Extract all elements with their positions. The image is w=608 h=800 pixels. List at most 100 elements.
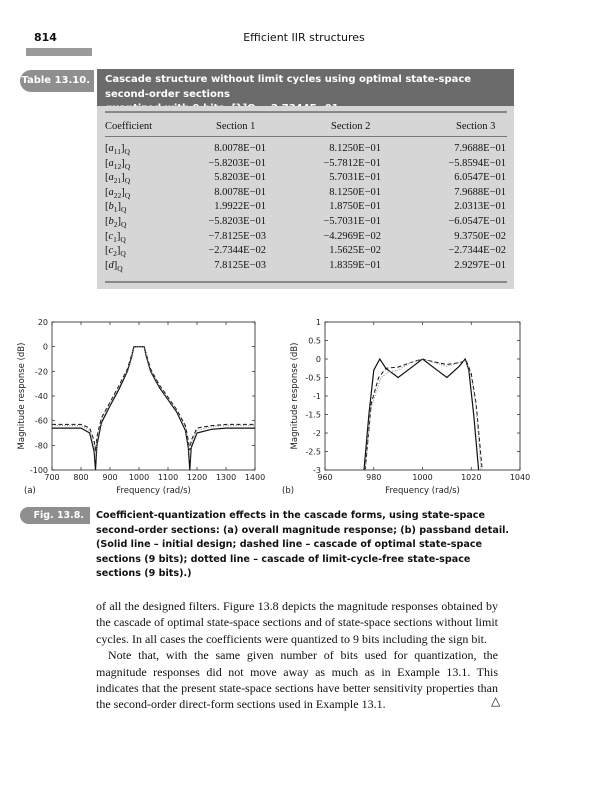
coef-q: Q <box>120 249 126 259</box>
coef-symbol: c <box>108 230 114 242</box>
x-tick-label: 1040 <box>510 473 530 482</box>
running-title: Efficient IIR structures <box>243 31 365 44</box>
coef-symbol: c <box>108 245 114 257</box>
y-tick-label: -2.5 <box>305 448 321 457</box>
coef-symbol: b <box>108 216 114 227</box>
y-tick-label: -2 <box>313 429 321 438</box>
y-tick-label: -80 <box>35 441 48 450</box>
table-cell-section-1: 7.8125E−03 <box>214 259 266 271</box>
table-cell-section-1: 8.0078E−01 <box>214 143 266 154</box>
table-top-rule <box>105 111 507 113</box>
y-tick-label: -3 <box>313 466 321 475</box>
table-cell-section-3: −5.8594E−01 <box>448 157 506 169</box>
coef-q: Q <box>124 176 131 186</box>
y-tick-label: -100 <box>30 466 48 475</box>
coef-q: Q <box>124 147 130 157</box>
series-line-dashed <box>52 346 255 452</box>
x-tick-label: 1000 <box>129 473 149 482</box>
chart-b-passband-detail: 960 980 1000 1020 1040 -3 -2.5 -2 -1.5 -1 -0.5 0 0.5… <box>282 318 530 496</box>
series-line-dotted <box>52 346 255 461</box>
x-tick-label: 1200 <box>187 473 207 482</box>
coefficient-name: c1Q <box>105 231 126 244</box>
table-caption: Cascade structure without limit cycles u… <box>97 69 514 114</box>
x-tick-label: 1100 <box>158 473 178 482</box>
coefficient-name: b1Q <box>105 201 127 214</box>
panel-label: (a) <box>24 486 36 496</box>
x-tick-label: 980 <box>366 473 381 482</box>
y-tick-label: -60 <box>35 417 48 426</box>
coef-symbol: a <box>108 157 114 169</box>
y-tick-label: -20 <box>35 367 48 376</box>
coef-index: 2 <box>113 249 117 259</box>
table-cell-section-1: 8.0078E−01 <box>214 186 266 198</box>
series-line-solid <box>52 346 255 470</box>
coef-q: Q <box>120 234 126 244</box>
table-cell-section-3: 2.0313E−01 <box>454 201 506 213</box>
coef-index: 2 <box>113 220 118 230</box>
coef-index: 22 <box>113 190 122 200</box>
coefficient-name: a12Q <box>105 157 131 171</box>
coefficient-name: a21Q <box>105 172 131 186</box>
paragraph-1: of all the designed filters. Figure 13.8… <box>96 599 498 646</box>
table-cell-section-2: −5.7812E−01 <box>323 157 381 169</box>
table-cell-section-1: 5.8203E−01 <box>214 172 266 184</box>
coef-q: Q <box>117 263 123 273</box>
coef-q: Q <box>124 190 131 200</box>
y-axis-label: Magnitude response (dB) <box>290 343 300 450</box>
table-cell-section-3: 7.9688E−01 <box>454 143 506 154</box>
y-tick-label: 0 <box>316 355 321 364</box>
plot-frame <box>324 321 521 471</box>
coef-symbol: a <box>108 143 114 154</box>
coef-q: Q <box>124 161 131 171</box>
paragraph-2: Note that, with the same given number of… <box>96 648 498 712</box>
coef-index: 21 <box>113 176 122 186</box>
coefficient-name: dQ <box>105 260 123 273</box>
x-tick-label: 700 <box>44 473 59 482</box>
coef-symbol: d <box>108 259 114 271</box>
coefficient-name: c2Q <box>105 245 126 258</box>
figure-caption: Coefficient-quantization effects in the … <box>96 510 510 580</box>
coef-symbol: b <box>108 201 114 213</box>
end-of-example-mark: △ <box>491 694 501 708</box>
table-cell-section-2: −4.2969E−02 <box>323 230 381 242</box>
coefficient-name: a11Q <box>105 143 130 156</box>
table-cell-section-1: −7.8125E−03 <box>208 230 266 242</box>
x-axis-label: Frequency (rad/s) <box>385 486 460 496</box>
table-cell-section-1: −2.7344E−02 <box>208 245 266 257</box>
x-tick-label: 1300 <box>216 473 236 482</box>
table-cell-section-3: 6.0547E−01 <box>454 172 506 184</box>
table-cell-section-2: 8.1250E−01 <box>329 143 381 154</box>
table-label: Table 13.10. <box>20 70 94 92</box>
coef-index: 11 <box>113 147 121 157</box>
x-tick-label: 1400 <box>245 473 265 482</box>
series-line-dashed <box>364 358 483 470</box>
table-cell-section-2: 1.8359E−01 <box>329 259 381 271</box>
table-cell-section-2: −5.7031E−01 <box>323 216 381 227</box>
body-text: of all the designed filters. Figure 13.8… <box>96 598 498 713</box>
x-tick-label: 900 <box>102 473 117 482</box>
table-cell-section-2: 5.7031E−01 <box>329 172 381 184</box>
y-tick-label: 20 <box>38 318 48 327</box>
table-cell-section-3: 9.3750E−02 <box>454 230 506 242</box>
series-line-solid <box>363 357 480 470</box>
x-tick-label: 800 <box>73 473 88 482</box>
table-cell-section-1: −5.8203E−01 <box>208 216 266 227</box>
coef-symbol: a <box>108 172 114 184</box>
coef-index: 1 <box>113 234 117 244</box>
table-cell-section-2: 8.1250E−01 <box>329 186 381 198</box>
panel-label: (b) <box>282 486 294 496</box>
table-cell-section-3: 2.9297E−01 <box>454 259 506 271</box>
table-caption-line1: Cascade structure without limit cycles u… <box>105 74 472 100</box>
header-bar <box>26 48 92 56</box>
y-tick-label: -40 <box>35 392 48 401</box>
x-tick-label: 1020 <box>461 473 481 482</box>
coefficient-name: b2Q <box>105 216 127 230</box>
table-cell-section-2: 1.5625E−02 <box>329 245 381 257</box>
y-tick-label: 0 <box>43 343 48 352</box>
x-tick-label: 960 <box>317 473 332 482</box>
page-number: 814 <box>34 31 57 44</box>
table-header-rule <box>105 136 507 137</box>
chart-a-magnitude-response: 700 800 900 1000 1100 1200 1300 1400 -100 -80 -60 -… <box>17 318 265 496</box>
table-cell-section-3: −6.0547E−01 <box>448 216 506 227</box>
